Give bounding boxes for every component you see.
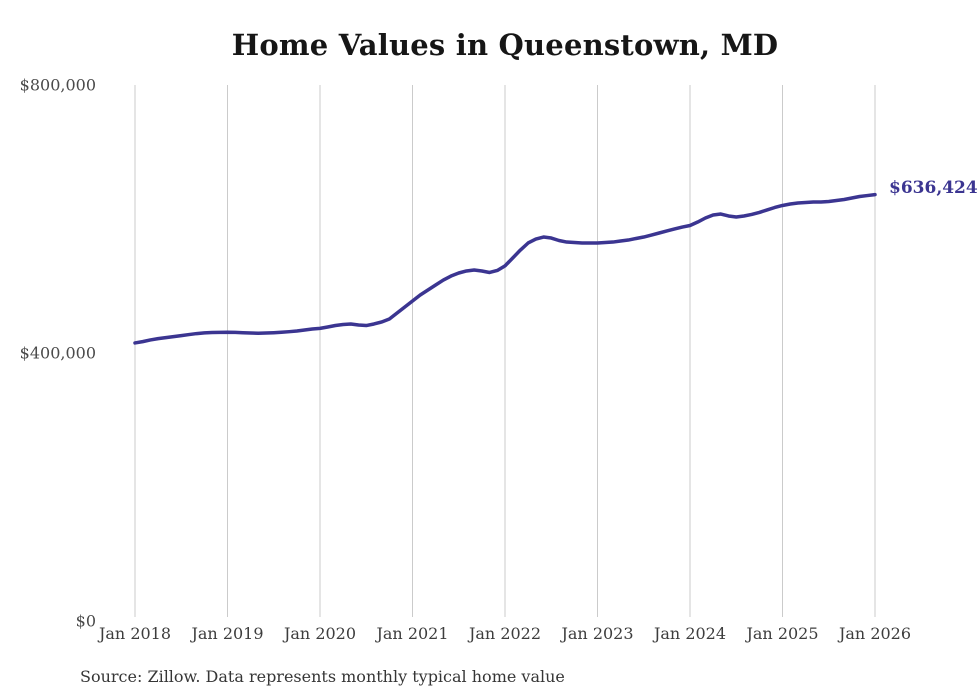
x-tick-label: Jan 2026	[837, 624, 911, 643]
x-tick-label: Jan 2022	[467, 624, 541, 643]
y-tick-label: $400,000	[20, 344, 96, 363]
x-tick-label: Jan 2018	[97, 624, 171, 643]
x-tick-label: Jan 2025	[744, 624, 818, 643]
x-tick-label: Jan 2021	[374, 624, 448, 643]
x-tick-label: Jan 2023	[559, 624, 633, 643]
home-value-line	[133, 192, 877, 345]
x-tick-label: Jan 2020	[282, 624, 356, 643]
x-axis-labels-group: Jan 2018 Jan 2019 Jan 2020 Jan 2021 Jan 2022…	[97, 624, 911, 643]
y-tick-label: $800,000	[20, 76, 96, 95]
chart-title: Home Values in Queenstown, MD	[231, 28, 779, 62]
value-line-group	[133, 192, 877, 345]
x-tick-label: Jan 2024	[652, 624, 726, 643]
y-tick-label: $0	[76, 612, 96, 631]
latest-value-label: $636,424	[889, 178, 978, 198]
y-axis-labels-group: $0 $400,000 $800,000	[20, 76, 96, 631]
source-note: Source: Zillow. Data represents monthly …	[80, 667, 565, 686]
gridlines-group	[134, 85, 876, 617]
x-tick-label: Jan 2019	[189, 624, 263, 643]
